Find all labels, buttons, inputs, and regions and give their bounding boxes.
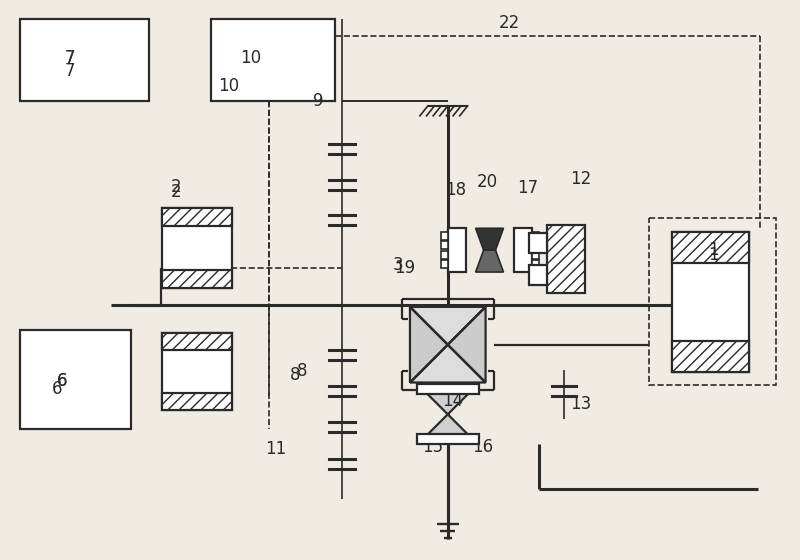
Bar — [441, 251, 448, 259]
Bar — [162, 333, 232, 350]
Bar — [162, 270, 232, 288]
Bar — [417, 434, 478, 444]
Polygon shape — [448, 307, 486, 382]
Text: 17: 17 — [517, 179, 538, 198]
Bar — [530, 265, 547, 285]
Text: 16: 16 — [472, 438, 493, 456]
Text: 3: 3 — [393, 256, 403, 274]
Text: 1: 1 — [708, 246, 718, 264]
Text: 6: 6 — [51, 380, 62, 399]
Bar — [162, 333, 232, 410]
Bar — [162, 393, 232, 410]
Text: 19: 19 — [394, 259, 415, 277]
Bar — [649, 218, 776, 385]
Text: 7: 7 — [64, 49, 75, 67]
Bar — [417, 385, 478, 394]
Polygon shape — [410, 307, 448, 382]
Text: 6: 6 — [57, 372, 67, 390]
Bar — [162, 208, 232, 226]
Text: 7: 7 — [64, 49, 75, 67]
Polygon shape — [410, 307, 486, 344]
Bar — [20, 19, 150, 101]
Bar — [547, 225, 585, 293]
Text: 14: 14 — [442, 393, 463, 410]
Bar — [672, 232, 750, 371]
Text: 9: 9 — [313, 92, 324, 110]
Text: 12: 12 — [570, 170, 592, 188]
Text: 18: 18 — [445, 181, 466, 199]
Text: 8: 8 — [297, 362, 307, 380]
Bar — [514, 228, 532, 272]
Text: 10: 10 — [218, 77, 239, 95]
Bar — [441, 260, 448, 268]
Bar — [530, 233, 547, 253]
Bar — [672, 232, 750, 263]
Bar — [672, 341, 750, 371]
Text: 1: 1 — [708, 241, 718, 259]
Polygon shape — [476, 250, 503, 272]
Bar — [532, 241, 539, 249]
Bar — [162, 208, 232, 288]
Text: 13: 13 — [570, 395, 592, 413]
Text: 22: 22 — [499, 14, 520, 32]
Polygon shape — [423, 414, 473, 439]
Text: 6: 6 — [57, 372, 67, 390]
Text: 2: 2 — [171, 184, 182, 202]
Polygon shape — [410, 344, 486, 382]
Text: 20: 20 — [477, 174, 498, 192]
Bar — [441, 241, 448, 249]
Text: 8: 8 — [290, 366, 301, 384]
Text: 10: 10 — [240, 49, 262, 67]
Polygon shape — [476, 228, 503, 250]
Bar — [448, 228, 466, 272]
Bar — [532, 251, 539, 259]
Text: 7: 7 — [64, 62, 75, 80]
Text: 11: 11 — [265, 440, 286, 458]
Bar — [441, 232, 448, 240]
Bar — [532, 232, 539, 240]
Bar — [20, 330, 131, 430]
Text: 2: 2 — [171, 179, 182, 197]
Bar — [211, 19, 335, 101]
Bar — [532, 260, 539, 268]
Polygon shape — [423, 389, 473, 414]
Text: 15: 15 — [422, 438, 443, 456]
